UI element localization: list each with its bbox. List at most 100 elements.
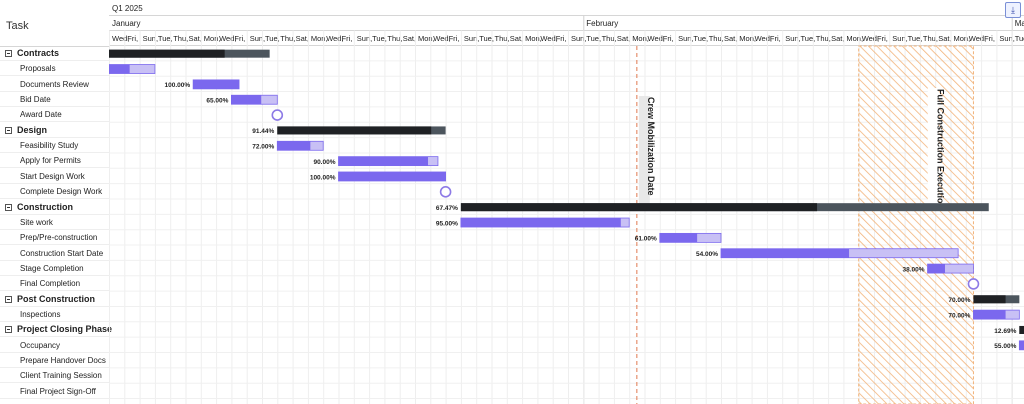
task-row[interactable]: Contracts bbox=[0, 46, 109, 61]
progress-percent-label: 12.69% bbox=[994, 328, 1016, 335]
progress-percent-label: 65.00% bbox=[206, 98, 228, 105]
task-row[interactable]: Proposals bbox=[0, 61, 109, 77]
day-label: Wed, bbox=[433, 34, 450, 43]
day-label: Fri, bbox=[663, 34, 674, 43]
day-label: Thu, bbox=[495, 34, 510, 43]
day-label: Tue, bbox=[265, 34, 280, 43]
task-bar bbox=[109, 64, 156, 74]
event-label: Full Construction Execution bbox=[936, 89, 946, 209]
task-name: Construction bbox=[17, 201, 73, 212]
task-row[interactable]: Bid Date bbox=[0, 92, 109, 108]
progress-percent-label: 70.00% bbox=[948, 297, 970, 304]
task-row[interactable]: Occupancy bbox=[0, 338, 109, 353]
task-row[interactable]: Prepare Handover Docs bbox=[0, 353, 109, 368]
day-label: Sun, bbox=[464, 34, 479, 43]
task-name: Contracts bbox=[17, 48, 60, 58]
day-label: Mon, bbox=[632, 34, 649, 43]
task-progress bbox=[460, 218, 621, 228]
day-label: Tue, bbox=[586, 34, 601, 43]
task-list-panel: Task Contracts Proposals Documents Review B… bbox=[0, 0, 113, 404]
day-label: Wed, bbox=[219, 34, 236, 43]
task-name: Apply for Permits bbox=[20, 156, 81, 166]
day-label: Wed, bbox=[326, 34, 343, 43]
task-row[interactable]: Client Training Session bbox=[0, 368, 109, 384]
milestone-marker bbox=[439, 186, 452, 198]
month-label: February bbox=[586, 19, 618, 28]
day-label: Sat, bbox=[617, 34, 630, 43]
day-label: Thu, bbox=[816, 34, 831, 43]
progress-percent-label: 100.00% bbox=[164, 82, 190, 89]
day-label: Tue, bbox=[693, 34, 708, 43]
task-name: Inspections bbox=[20, 309, 61, 319]
task-row[interactable]: Documents Review bbox=[0, 77, 109, 92]
day-label: Wed, bbox=[540, 34, 557, 43]
task-progress bbox=[659, 233, 698, 243]
collapse-icon[interactable] bbox=[5, 50, 12, 57]
task-row[interactable]: Final Project Sign-Off bbox=[0, 384, 109, 399]
task-progress bbox=[338, 156, 429, 166]
collapse-icon[interactable] bbox=[5, 203, 12, 211]
day-label: Sun, bbox=[571, 34, 586, 43]
day-label: Thu, bbox=[173, 34, 188, 43]
progress-percent-label: 70.00% bbox=[948, 312, 970, 319]
day-label: Tue, bbox=[801, 34, 816, 43]
timeline-header bbox=[109, 0, 1024, 46]
scroll-to-task-button[interactable]: ⤓ bbox=[1005, 2, 1021, 18]
task-row[interactable]: Apply for Permits bbox=[0, 153, 109, 169]
day-label: Fri, bbox=[234, 34, 245, 43]
task-row[interactable]: Inspections bbox=[0, 307, 109, 322]
task-row[interactable]: Design bbox=[0, 123, 109, 138]
collapse-icon[interactable] bbox=[5, 326, 12, 334]
day-label: Sat, bbox=[938, 34, 951, 43]
day-label: Fri, bbox=[127, 34, 138, 43]
progress-percent-label: 55.00% bbox=[994, 343, 1016, 350]
collapse-icon[interactable] bbox=[5, 126, 12, 134]
task-progress bbox=[277, 141, 311, 151]
day-label: Wed, bbox=[112, 34, 129, 43]
day-label: Thu, bbox=[709, 34, 724, 43]
task-name: Design bbox=[17, 124, 48, 135]
task-row[interactable]: Construction bbox=[0, 200, 109, 215]
progress-percent-label: 72.00% bbox=[252, 144, 274, 151]
day-label: Thu, bbox=[602, 34, 617, 43]
day-label: Sat, bbox=[510, 34, 523, 43]
task-column-title: Task bbox=[6, 20, 29, 32]
task-name: Proposals bbox=[20, 64, 56, 74]
day-label: Sun, bbox=[999, 34, 1014, 43]
day-label: Fri, bbox=[877, 34, 888, 43]
day-label: Sun, bbox=[678, 34, 693, 43]
task-progress bbox=[927, 264, 945, 274]
task-row[interactable]: Prep/Pre-construction bbox=[0, 230, 109, 246]
task-progress bbox=[109, 64, 130, 74]
task-row[interactable]: Construction Start Date bbox=[0, 246, 109, 261]
task-row[interactable]: Project Closing Phase bbox=[0, 322, 113, 338]
task-name: Site work bbox=[20, 217, 53, 227]
task-row[interactable]: Stage Completion bbox=[0, 261, 109, 276]
summary-progress bbox=[109, 49, 225, 58]
day-label: Sat, bbox=[724, 34, 737, 43]
collapse-icon[interactable] bbox=[5, 295, 12, 303]
task-row[interactable]: Award Date bbox=[0, 107, 109, 123]
summary-progress bbox=[277, 126, 432, 135]
quarter-label: Q1 2025 bbox=[112, 4, 143, 13]
day-label: Fri, bbox=[770, 34, 781, 43]
task-row[interactable]: Post Construction bbox=[0, 292, 109, 307]
task-row[interactable]: Site work bbox=[0, 215, 109, 230]
task-name: Feasibility Study bbox=[20, 141, 79, 151]
progress-percent-label: 67.47% bbox=[436, 205, 458, 212]
task-name: Award Date bbox=[20, 110, 62, 120]
summary-progress bbox=[973, 295, 1006, 304]
day-label: Mon, bbox=[418, 34, 435, 43]
task-name: Occupancy bbox=[20, 340, 61, 350]
day-label: Sun, bbox=[785, 34, 800, 43]
day-label: Sun, bbox=[892, 34, 907, 43]
day-label: Sat, bbox=[403, 34, 416, 43]
task-name: Project Closing Phase bbox=[17, 324, 113, 335]
task-row[interactable]: Feasibility Study bbox=[0, 138, 109, 154]
day-label: Wed, bbox=[755, 34, 772, 43]
month-label: January bbox=[112, 19, 140, 28]
task-row[interactable]: Start Design Work bbox=[0, 169, 109, 184]
task-row[interactable]: Final Completion bbox=[0, 276, 109, 292]
day-label: Thu, bbox=[923, 34, 938, 43]
task-row[interactable]: Complete Design Work bbox=[0, 184, 109, 200]
